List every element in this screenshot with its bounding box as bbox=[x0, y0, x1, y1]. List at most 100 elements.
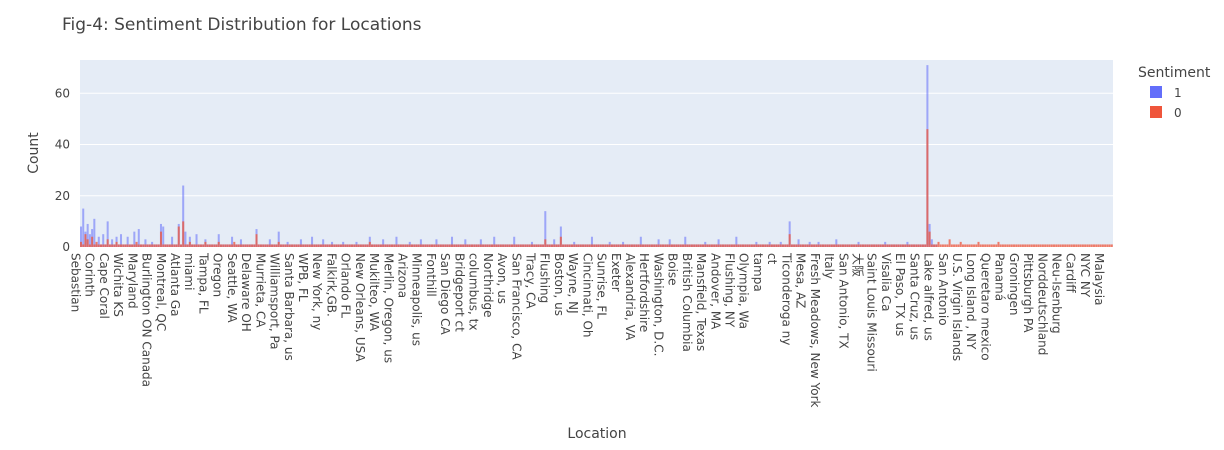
bar-series-0-94[interactable] bbox=[288, 244, 291, 247]
bar-series-0-61[interactable] bbox=[215, 244, 218, 247]
bar-series-0-443[interactable] bbox=[1064, 244, 1067, 247]
bar-series-0-95[interactable] bbox=[291, 244, 294, 247]
bar-series-0-149[interactable] bbox=[411, 244, 414, 247]
bar-series-0-425[interactable] bbox=[1024, 244, 1027, 247]
bar-series-0-194[interactable] bbox=[510, 244, 513, 247]
bar-series-0-237[interactable] bbox=[606, 244, 609, 247]
bar-series-0-271[interactable] bbox=[682, 244, 685, 247]
bar-series-0-120[interactable] bbox=[346, 244, 349, 247]
bar-series-0-444[interactable] bbox=[1066, 244, 1069, 247]
bar-series-0-458[interactable] bbox=[1097, 244, 1100, 247]
bar-series-0-363[interactable] bbox=[886, 244, 889, 247]
bar-series-0-280[interactable] bbox=[702, 244, 705, 247]
bar-series-0-223[interactable] bbox=[575, 244, 578, 247]
bar-series-0-181[interactable] bbox=[482, 244, 485, 247]
bar-series-0-158[interactable] bbox=[431, 244, 434, 247]
bar-series-0-92[interactable] bbox=[284, 244, 287, 247]
bar-series-0-117[interactable] bbox=[339, 244, 342, 247]
bar-series-0-2[interactable] bbox=[84, 234, 87, 247]
bar-series-0-464[interactable] bbox=[1110, 244, 1113, 247]
bar-series-0-213[interactable] bbox=[553, 244, 556, 247]
bar-series-0-226[interactable] bbox=[582, 244, 585, 247]
bar-series-0-243[interactable] bbox=[619, 244, 622, 247]
bar-series-0-419[interactable] bbox=[1010, 244, 1013, 247]
bar-series-0-278[interactable] bbox=[697, 244, 700, 247]
bar-series-0-141[interactable] bbox=[393, 244, 396, 247]
bar-series-0-88[interactable] bbox=[275, 244, 278, 247]
bar-series-0-248[interactable] bbox=[630, 244, 633, 247]
bar-series-0-3[interactable] bbox=[86, 239, 89, 247]
bar-series-0-140[interactable] bbox=[391, 244, 394, 247]
bar-series-0-282[interactable] bbox=[706, 244, 709, 247]
bar-series-0-358[interactable] bbox=[875, 244, 878, 247]
bar-series-0-9[interactable] bbox=[99, 244, 103, 247]
bar-series-0-84[interactable] bbox=[266, 244, 269, 247]
bar-series-0-376[interactable] bbox=[915, 244, 918, 247]
bar-series-0-155[interactable] bbox=[424, 244, 427, 247]
bar-series-0-455[interactable] bbox=[1090, 244, 1093, 247]
bar-series-0-29[interactable] bbox=[144, 244, 147, 247]
bar-series-0-218[interactable] bbox=[564, 244, 567, 247]
bar-series-0-71[interactable] bbox=[237, 244, 240, 247]
bar-series-0-50[interactable] bbox=[191, 244, 194, 247]
bar-series-1-340[interactable] bbox=[835, 239, 838, 247]
bar-series-0-346[interactable] bbox=[848, 244, 851, 247]
bar-series-0-60[interactable] bbox=[213, 244, 216, 247]
bar-series-0-350[interactable] bbox=[857, 244, 860, 247]
bar-series-0-11[interactable] bbox=[104, 244, 107, 247]
bar-series-0-293[interactable] bbox=[730, 244, 733, 247]
bar-series-0-292[interactable] bbox=[728, 244, 731, 247]
bar-series-0-262[interactable] bbox=[662, 244, 665, 247]
bar-series-0-74[interactable] bbox=[244, 244, 247, 247]
bar-series-0-266[interactable] bbox=[670, 244, 673, 247]
bar-series-0-10[interactable] bbox=[102, 244, 105, 247]
bar-series-0-448[interactable] bbox=[1075, 244, 1078, 247]
bar-series-0-144[interactable] bbox=[399, 244, 402, 247]
bar-series-0-160[interactable] bbox=[435, 244, 438, 247]
bar-series-0-186[interactable] bbox=[493, 244, 496, 247]
bar-series-0-380[interactable] bbox=[924, 244, 927, 247]
bar-series-0-208[interactable] bbox=[542, 244, 545, 247]
bar-series-0-332[interactable] bbox=[817, 244, 820, 247]
bar-series-0-116[interactable] bbox=[337, 244, 340, 247]
bar-series-0-161[interactable] bbox=[437, 244, 440, 247]
bar-series-1-160[interactable] bbox=[435, 239, 438, 247]
bar-series-0-404[interactable] bbox=[977, 241, 980, 247]
bar-series-0-38[interactable] bbox=[164, 244, 167, 247]
bar-series-0-361[interactable] bbox=[881, 244, 884, 247]
bar-series-0-281[interactable] bbox=[704, 244, 707, 247]
bar-series-0-378[interactable] bbox=[919, 244, 922, 247]
bar-series-0-35[interactable] bbox=[157, 244, 160, 247]
bar-series-0-188[interactable] bbox=[497, 244, 500, 247]
bar-series-0-1[interactable] bbox=[82, 244, 85, 247]
bar-series-0-137[interactable] bbox=[384, 244, 387, 247]
bar-series-0-14[interactable] bbox=[111, 244, 114, 247]
bar-series-0-333[interactable] bbox=[819, 244, 822, 247]
bar-series-0-212[interactable] bbox=[550, 244, 553, 247]
bar-series-1-6[interactable] bbox=[93, 218, 96, 247]
bar-series-0-224[interactable] bbox=[577, 244, 580, 247]
bar-series-0-393[interactable] bbox=[953, 244, 956, 247]
bar-series-0-40[interactable] bbox=[168, 244, 171, 247]
bar-series-0-69[interactable] bbox=[233, 241, 236, 247]
bar-series-0-76[interactable] bbox=[248, 244, 251, 247]
bar-series-0-460[interactable] bbox=[1101, 244, 1104, 247]
bar-series-0-256[interactable] bbox=[648, 244, 651, 247]
bar-series-0-65[interactable] bbox=[224, 244, 227, 247]
bar-series-0-359[interactable] bbox=[877, 244, 880, 247]
bar-series-0-27[interactable] bbox=[139, 244, 142, 247]
bar-series-0-242[interactable] bbox=[617, 244, 620, 247]
bar-series-0-184[interactable] bbox=[488, 244, 491, 247]
bar-series-0-19[interactable] bbox=[122, 244, 125, 247]
bar-series-0-309[interactable] bbox=[766, 244, 769, 247]
bar-series-0-398[interactable] bbox=[964, 244, 967, 247]
bar-series-0-130[interactable] bbox=[368, 241, 371, 247]
bar-series-0-109[interactable] bbox=[322, 244, 325, 247]
legend[interactable]: Sentiment 1 0 bbox=[1138, 65, 1211, 120]
bar-series-1-272[interactable] bbox=[684, 236, 687, 247]
bar-series-0-362[interactable] bbox=[884, 244, 887, 247]
bar-series-0-180[interactable] bbox=[479, 244, 482, 247]
bar-series-0-422[interactable] bbox=[1017, 244, 1020, 247]
bar-series-0-201[interactable] bbox=[526, 244, 529, 247]
bar-series-1-323[interactable] bbox=[797, 239, 800, 247]
